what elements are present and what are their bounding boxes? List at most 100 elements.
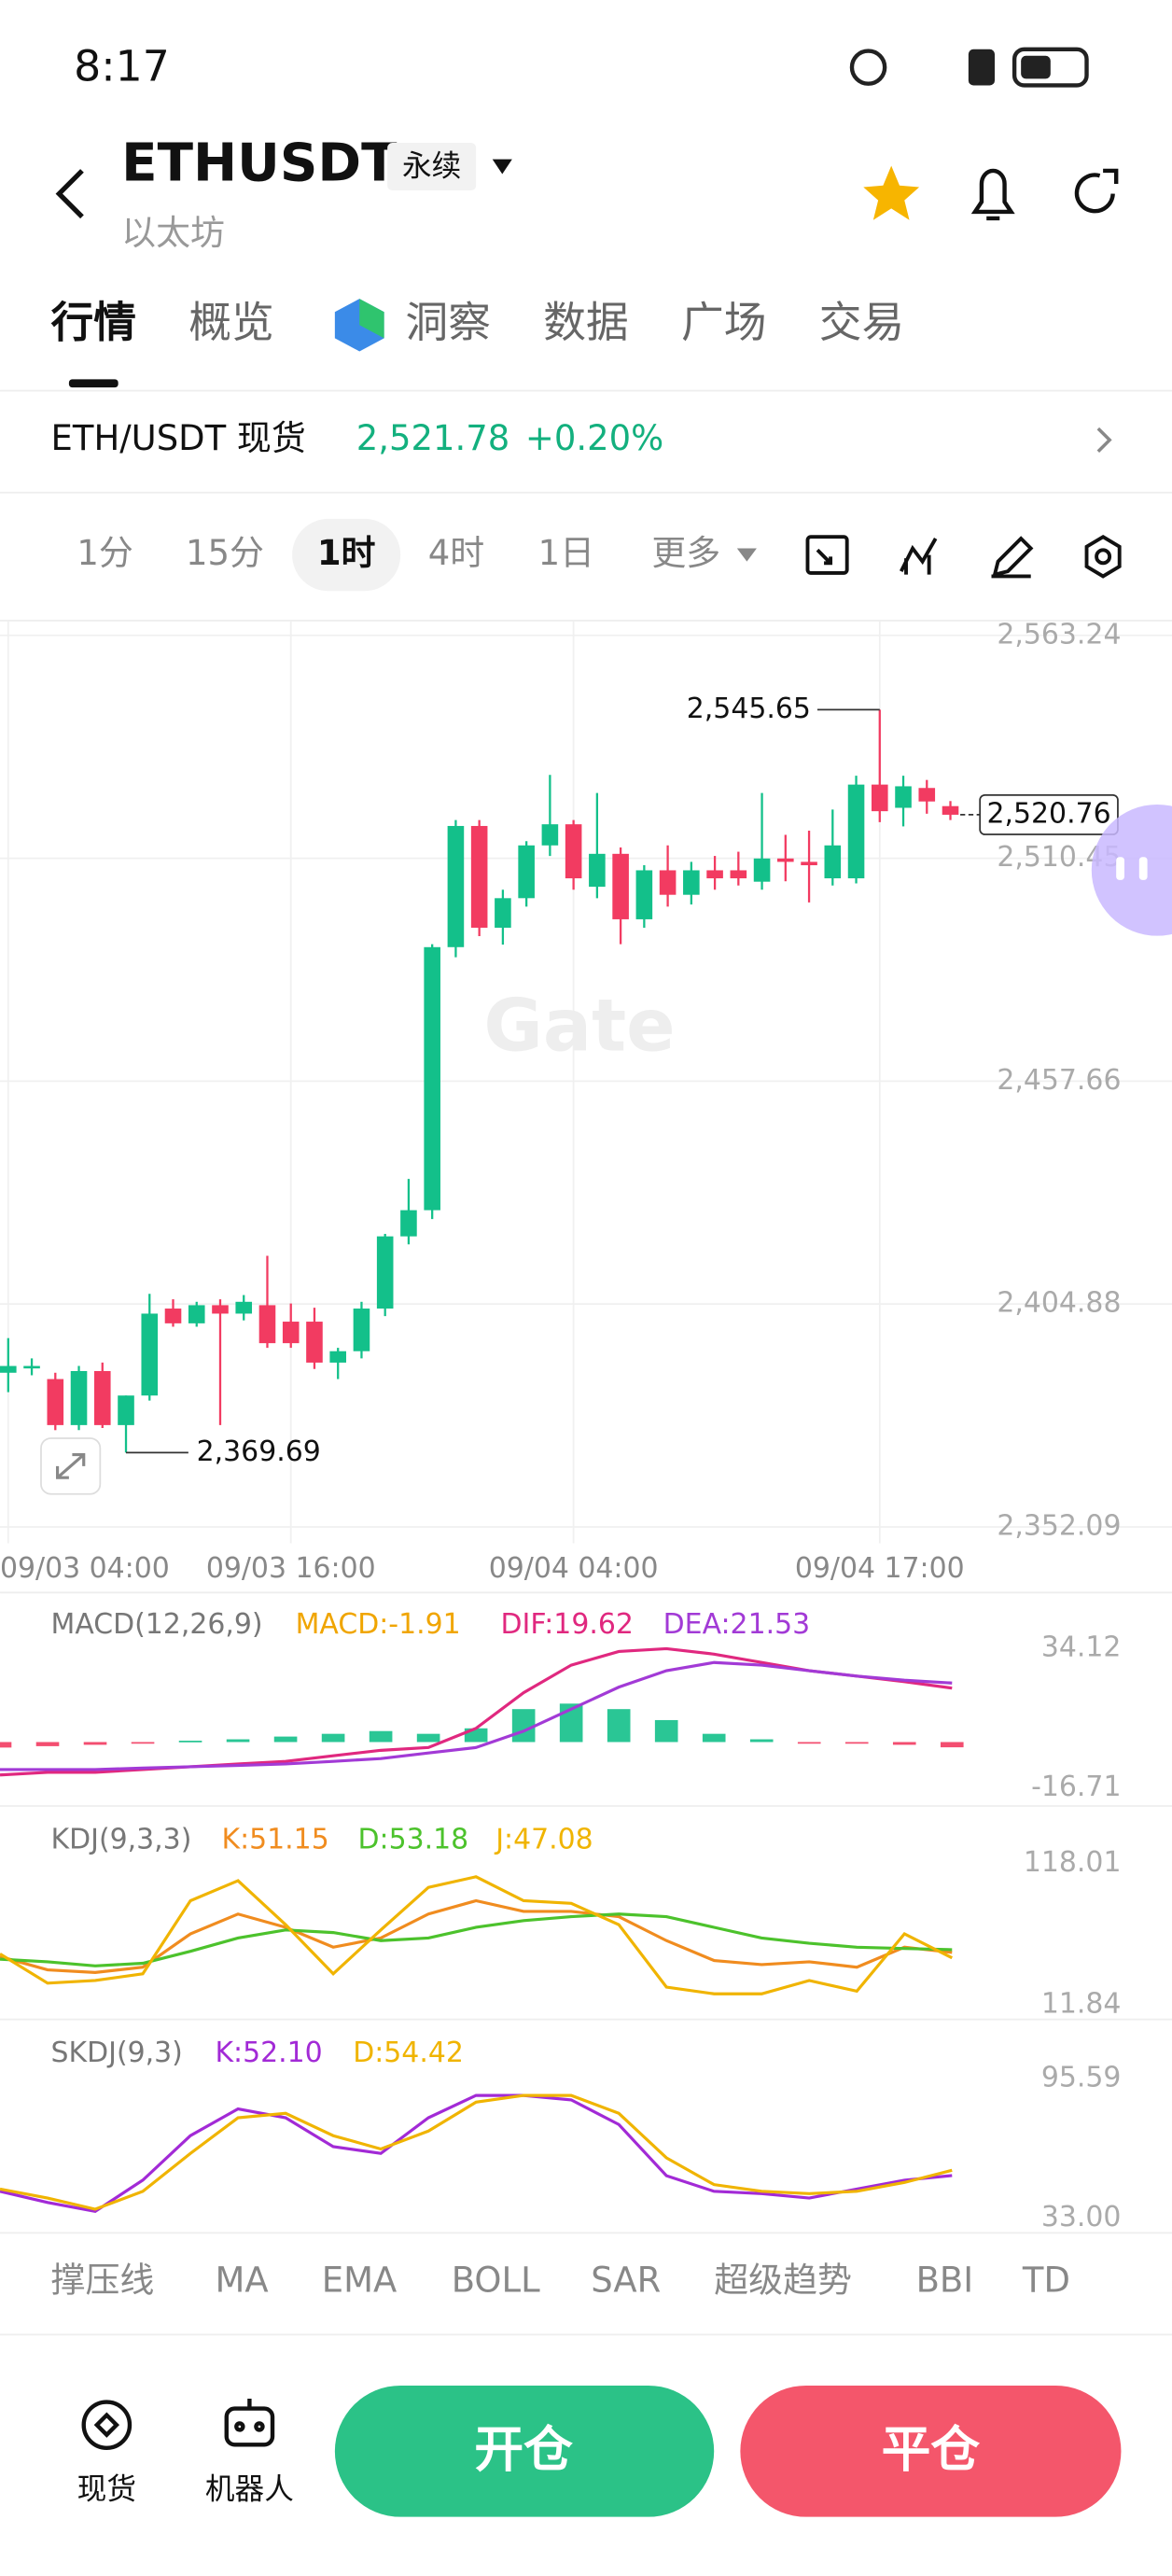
indicator-button[interactable]: SAR: [591, 2261, 661, 2301]
interval[interactable]: 更多: [651, 533, 720, 573]
candle-body: [376, 1236, 394, 1309]
y-tick-label: 118.01: [1024, 1846, 1122, 1879]
tab[interactable]: 行情: [51, 298, 136, 347]
bot-label[interactable]: 机器人: [205, 2473, 294, 2507]
dropdown[interactable]: [492, 159, 512, 175]
tab[interactable]: 数据: [543, 298, 628, 347]
y-tick-label: 2,404.88: [997, 1287, 1121, 1320]
candle-body: [612, 853, 629, 919]
macd-bar: [797, 1742, 821, 1744]
contract-tag: 永续: [402, 149, 461, 183]
candle-body: [47, 1379, 64, 1425]
candle-body: [895, 786, 912, 808]
candle-body: [0, 1365, 17, 1373]
indicator-title: KDJ(9,3,3): [51, 1823, 192, 1855]
interval[interactable]: 1日: [538, 533, 594, 573]
candle-body: [541, 824, 559, 846]
legend-entry: D:53.18: [357, 1823, 468, 1855]
bottom-icons[interactable]: [81, 2399, 275, 2450]
more-dropdown[interactable]: [736, 548, 757, 562]
indicator-button[interactable]: BBI: [916, 2261, 974, 2301]
macd-bar: [321, 1733, 345, 1743]
fullscreen-icon: [55, 1452, 86, 1479]
macd-bar: [749, 1739, 774, 1743]
macd-bar: [416, 1733, 440, 1743]
float-assistant[interactable]: [1091, 804, 1172, 936]
indicator-button[interactable]: TD: [1022, 2261, 1070, 2301]
indicator-line: [0, 1660, 953, 1771]
indicator-title: SKDJ(9,3): [51, 2037, 183, 2069]
candle-body: [258, 1305, 276, 1344]
spot-label[interactable]: 现货: [77, 2473, 136, 2507]
x-tick-label: 09/04 04:00: [489, 1552, 659, 1585]
macd-bar: [226, 1739, 250, 1743]
indicator-line: [0, 1898, 953, 1974]
candle-body: [306, 1322, 323, 1363]
macd-bar: [940, 1742, 964, 1748]
candle-body: [753, 858, 771, 882]
candle-body: [70, 1370, 88, 1425]
candle-body: [683, 870, 700, 895]
candle-body: [942, 805, 959, 815]
candle-body: [235, 1301, 253, 1314]
annotation-label: 2,369.69: [197, 1435, 321, 1468]
back-button[interactable]: [55, 169, 84, 219]
candle-body: [801, 861, 817, 866]
y-tick-label: -16.71: [1031, 1771, 1121, 1803]
candle-body: [447, 825, 465, 947]
indicator-button[interactable]: 超级趋势: [714, 2261, 852, 2301]
indicator-button[interactable]: MA: [215, 2261, 268, 2301]
macd-bar: [369, 1730, 393, 1743]
last-price-label: 2,520.76: [987, 797, 1111, 830]
y-tick-label: 2,563.24: [997, 618, 1121, 651]
legend-entry: MACD:-1.91: [296, 1608, 461, 1641]
indicator-line: [0, 2093, 953, 2211]
candle-body: [164, 1309, 182, 1323]
open-label[interactable]: 开仓: [474, 2422, 573, 2479]
x-tick-label: 09/04 17:00: [795, 1552, 965, 1585]
indicator-line: [0, 1912, 953, 1967]
candle-body: [824, 845, 842, 879]
candle-body: [777, 858, 794, 862]
chevron[interactable]: [1096, 427, 1112, 453]
macd-bar: [178, 1741, 202, 1743]
legend-entry: J:47.08: [494, 1823, 593, 1855]
legend-entry: K:52.10: [215, 2037, 322, 2069]
bell-icon[interactable]: [970, 168, 1015, 221]
macd-bar: [892, 1742, 916, 1745]
y-tick-label: 2,352.09: [997, 1509, 1121, 1542]
interval[interactable]: 4时: [428, 533, 484, 573]
tab[interactable]: 概览: [188, 298, 273, 347]
y-tick-label: 34.12: [1041, 1631, 1122, 1664]
close-label[interactable]: 平仓: [882, 2422, 981, 2479]
candle-body: [118, 1395, 134, 1425]
macd-bar: [844, 1742, 869, 1744]
share-icon[interactable]: [1074, 168, 1119, 214]
macd-bar: [35, 1742, 60, 1746]
watermark: Gate: [483, 985, 675, 1069]
candle-body: [589, 853, 606, 888]
candle-body: [212, 1305, 229, 1314]
indicator-button[interactable]: 撑压线: [51, 2261, 155, 2301]
tab[interactable]: 广场: [681, 298, 766, 347]
float-eye: [1116, 857, 1124, 880]
indicator-button[interactable]: BOLL: [452, 2261, 540, 2301]
candle-body: [659, 870, 677, 895]
candle-body: [847, 784, 865, 879]
close-button[interactable]: [740, 2385, 1122, 2517]
indicator-button[interactable]: EMA: [322, 2261, 397, 2301]
macd-bar: [83, 1742, 107, 1745]
toolbar-icons[interactable]: [805, 534, 1122, 579]
interval[interactable]: 1时: [317, 533, 376, 573]
macd-bar: [0, 1742, 12, 1748]
favorite-star[interactable]: [863, 165, 920, 220]
interval[interactable]: 15分: [186, 533, 264, 573]
tab[interactable]: 洞察: [406, 298, 491, 347]
status-time: 8:17: [74, 41, 170, 91]
tab[interactable]: 交易: [819, 298, 904, 347]
candle-body: [141, 1313, 159, 1396]
status-icons: [849, 47, 1089, 88]
interval[interactable]: 1分: [77, 533, 133, 573]
open-button[interactable]: [334, 2385, 715, 2517]
